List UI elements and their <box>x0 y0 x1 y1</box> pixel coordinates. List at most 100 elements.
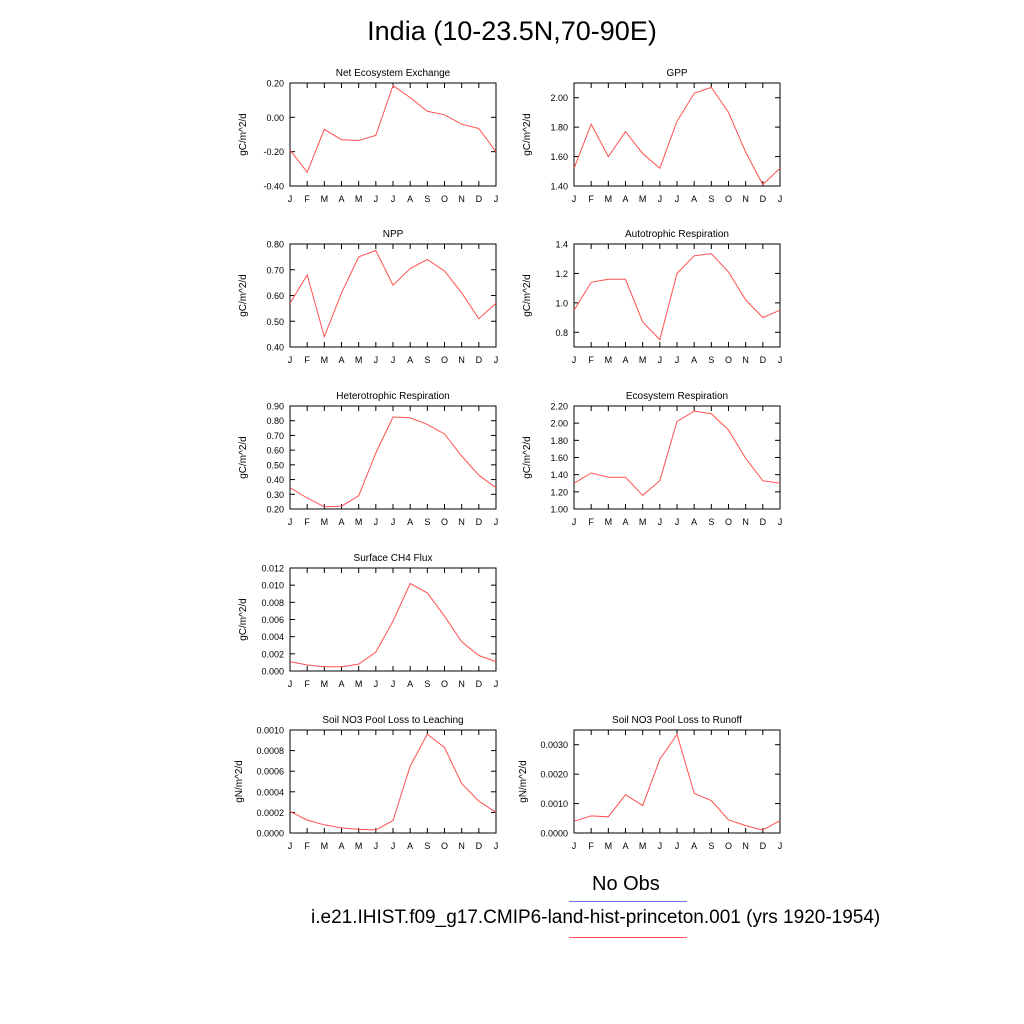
y-tick-label: 0.004 <box>261 632 284 642</box>
x-tick-label: S <box>424 194 430 204</box>
x-tick-label: F <box>588 355 594 365</box>
x-tick-label: J <box>494 194 499 204</box>
y-tick-label: 1.60 <box>550 453 568 463</box>
x-tick-label: M <box>355 679 363 689</box>
x-tick-label: A <box>407 679 413 689</box>
x-tick-label: D <box>476 194 483 204</box>
x-tick-label: N <box>742 841 749 851</box>
x-tick-label: S <box>424 355 430 365</box>
x-tick-label: O <box>441 841 448 851</box>
y-axis-label: gC/m^2/d <box>522 113 533 156</box>
x-tick-label: J <box>494 679 499 689</box>
series-line <box>289 416 497 508</box>
x-tick-label: F <box>588 194 594 204</box>
x-tick-label: M <box>605 517 613 527</box>
y-axis-label: gN/m^2/d <box>518 760 529 803</box>
x-tick-label: O <box>441 355 448 365</box>
y-axis-label: gC/m^2/d <box>238 598 249 641</box>
x-tick-label: F <box>304 194 310 204</box>
x-tick-label: F <box>588 841 594 851</box>
x-tick-label: F <box>304 355 310 365</box>
panel-title: Ecosystem Respiration <box>626 391 728 402</box>
x-tick-label: O <box>725 355 732 365</box>
y-axis-label: gC/m^2/d <box>238 436 249 479</box>
panel-title: GPP <box>666 68 687 79</box>
figure-title: India (10-23.5N,70-90E) <box>367 16 657 46</box>
x-tick-label: F <box>304 679 310 689</box>
x-tick-label: M <box>321 841 329 851</box>
x-tick-label: M <box>355 517 363 527</box>
x-tick-label: O <box>725 194 732 204</box>
series-line <box>289 84 497 174</box>
x-tick-label: A <box>691 517 697 527</box>
y-tick-label: 0.010 <box>261 581 284 591</box>
x-tick-label: O <box>441 517 448 527</box>
x-tick-label: O <box>441 679 448 689</box>
x-tick-label: D <box>476 679 483 689</box>
y-tick-label: 0.80 <box>266 416 284 426</box>
x-tick-label: J <box>658 841 663 851</box>
y-tick-label: 1.2 <box>555 269 568 279</box>
panel-title: Net Ecosystem Exchange <box>336 68 451 79</box>
y-tick-label: 0.30 <box>266 490 284 500</box>
x-tick-label: J <box>494 355 499 365</box>
x-tick-label: M <box>321 679 329 689</box>
y-tick-label: 0.90 <box>266 402 284 412</box>
x-tick-label: D <box>760 517 767 527</box>
x-tick-label: A <box>622 194 628 204</box>
x-tick-label: S <box>708 194 714 204</box>
plot-frame <box>289 405 497 510</box>
x-tick-label: S <box>708 517 714 527</box>
y-tick-label: 0.20 <box>266 79 284 89</box>
x-tick-label: A <box>407 517 413 527</box>
x-tick-label: J <box>374 517 379 527</box>
panel-title: Heterotrophic Respiration <box>336 391 449 402</box>
x-tick-label: M <box>639 841 647 851</box>
y-tick-label: 0.0004 <box>256 787 284 797</box>
x-tick-label: J <box>391 517 396 527</box>
x-tick-label: A <box>407 194 413 204</box>
y-tick-label: 2.00 <box>550 419 568 429</box>
x-tick-label: J <box>572 841 577 851</box>
x-tick-label: A <box>338 194 344 204</box>
plot-frame <box>289 567 497 672</box>
y-tick-label: 1.4 <box>555 240 568 250</box>
x-tick-label: D <box>760 841 767 851</box>
x-tick-label: D <box>476 355 483 365</box>
y-axis-label: gN/m^2/d <box>234 760 245 803</box>
x-tick-label: J <box>675 355 680 365</box>
legend-model-line <box>569 937 687 938</box>
y-tick-label: 0.0010 <box>540 799 568 809</box>
x-tick-label: M <box>639 355 647 365</box>
y-tick-label: 0.0008 <box>256 746 284 756</box>
y-tick-label: 2.20 <box>550 402 568 412</box>
x-tick-label: J <box>675 517 680 527</box>
x-tick-label: J <box>572 194 577 204</box>
legend-obs-label: No Obs <box>592 873 660 895</box>
x-tick-label: O <box>441 194 448 204</box>
y-tick-label: 0.008 <box>261 598 284 608</box>
plot-frame <box>289 729 497 834</box>
x-tick-label: F <box>304 841 310 851</box>
x-tick-label: J <box>658 194 663 204</box>
y-tick-label: 0.0000 <box>256 829 284 839</box>
x-tick-label: A <box>338 355 344 365</box>
x-tick-label: J <box>675 194 680 204</box>
x-tick-label: S <box>424 679 430 689</box>
x-tick-label: J <box>374 194 379 204</box>
y-axis-label: gC/m^2/d <box>238 113 249 156</box>
x-tick-label: J <box>374 355 379 365</box>
y-tick-label: 1.80 <box>550 436 568 446</box>
x-tick-label: J <box>658 355 663 365</box>
y-tick-label: 0.006 <box>261 615 284 625</box>
x-tick-label: M <box>605 355 613 365</box>
y-tick-label: 1.00 <box>550 505 568 515</box>
x-tick-label: J <box>391 355 396 365</box>
y-tick-label: 0.0000 <box>540 829 568 839</box>
x-tick-label: J <box>391 194 396 204</box>
y-axis-label: gC/m^2/d <box>238 274 249 317</box>
x-tick-label: J <box>572 517 577 527</box>
y-tick-label: -0.40 <box>263 182 284 192</box>
plot-frame <box>289 82 497 187</box>
y-tick-label: 0.0010 <box>256 726 284 736</box>
